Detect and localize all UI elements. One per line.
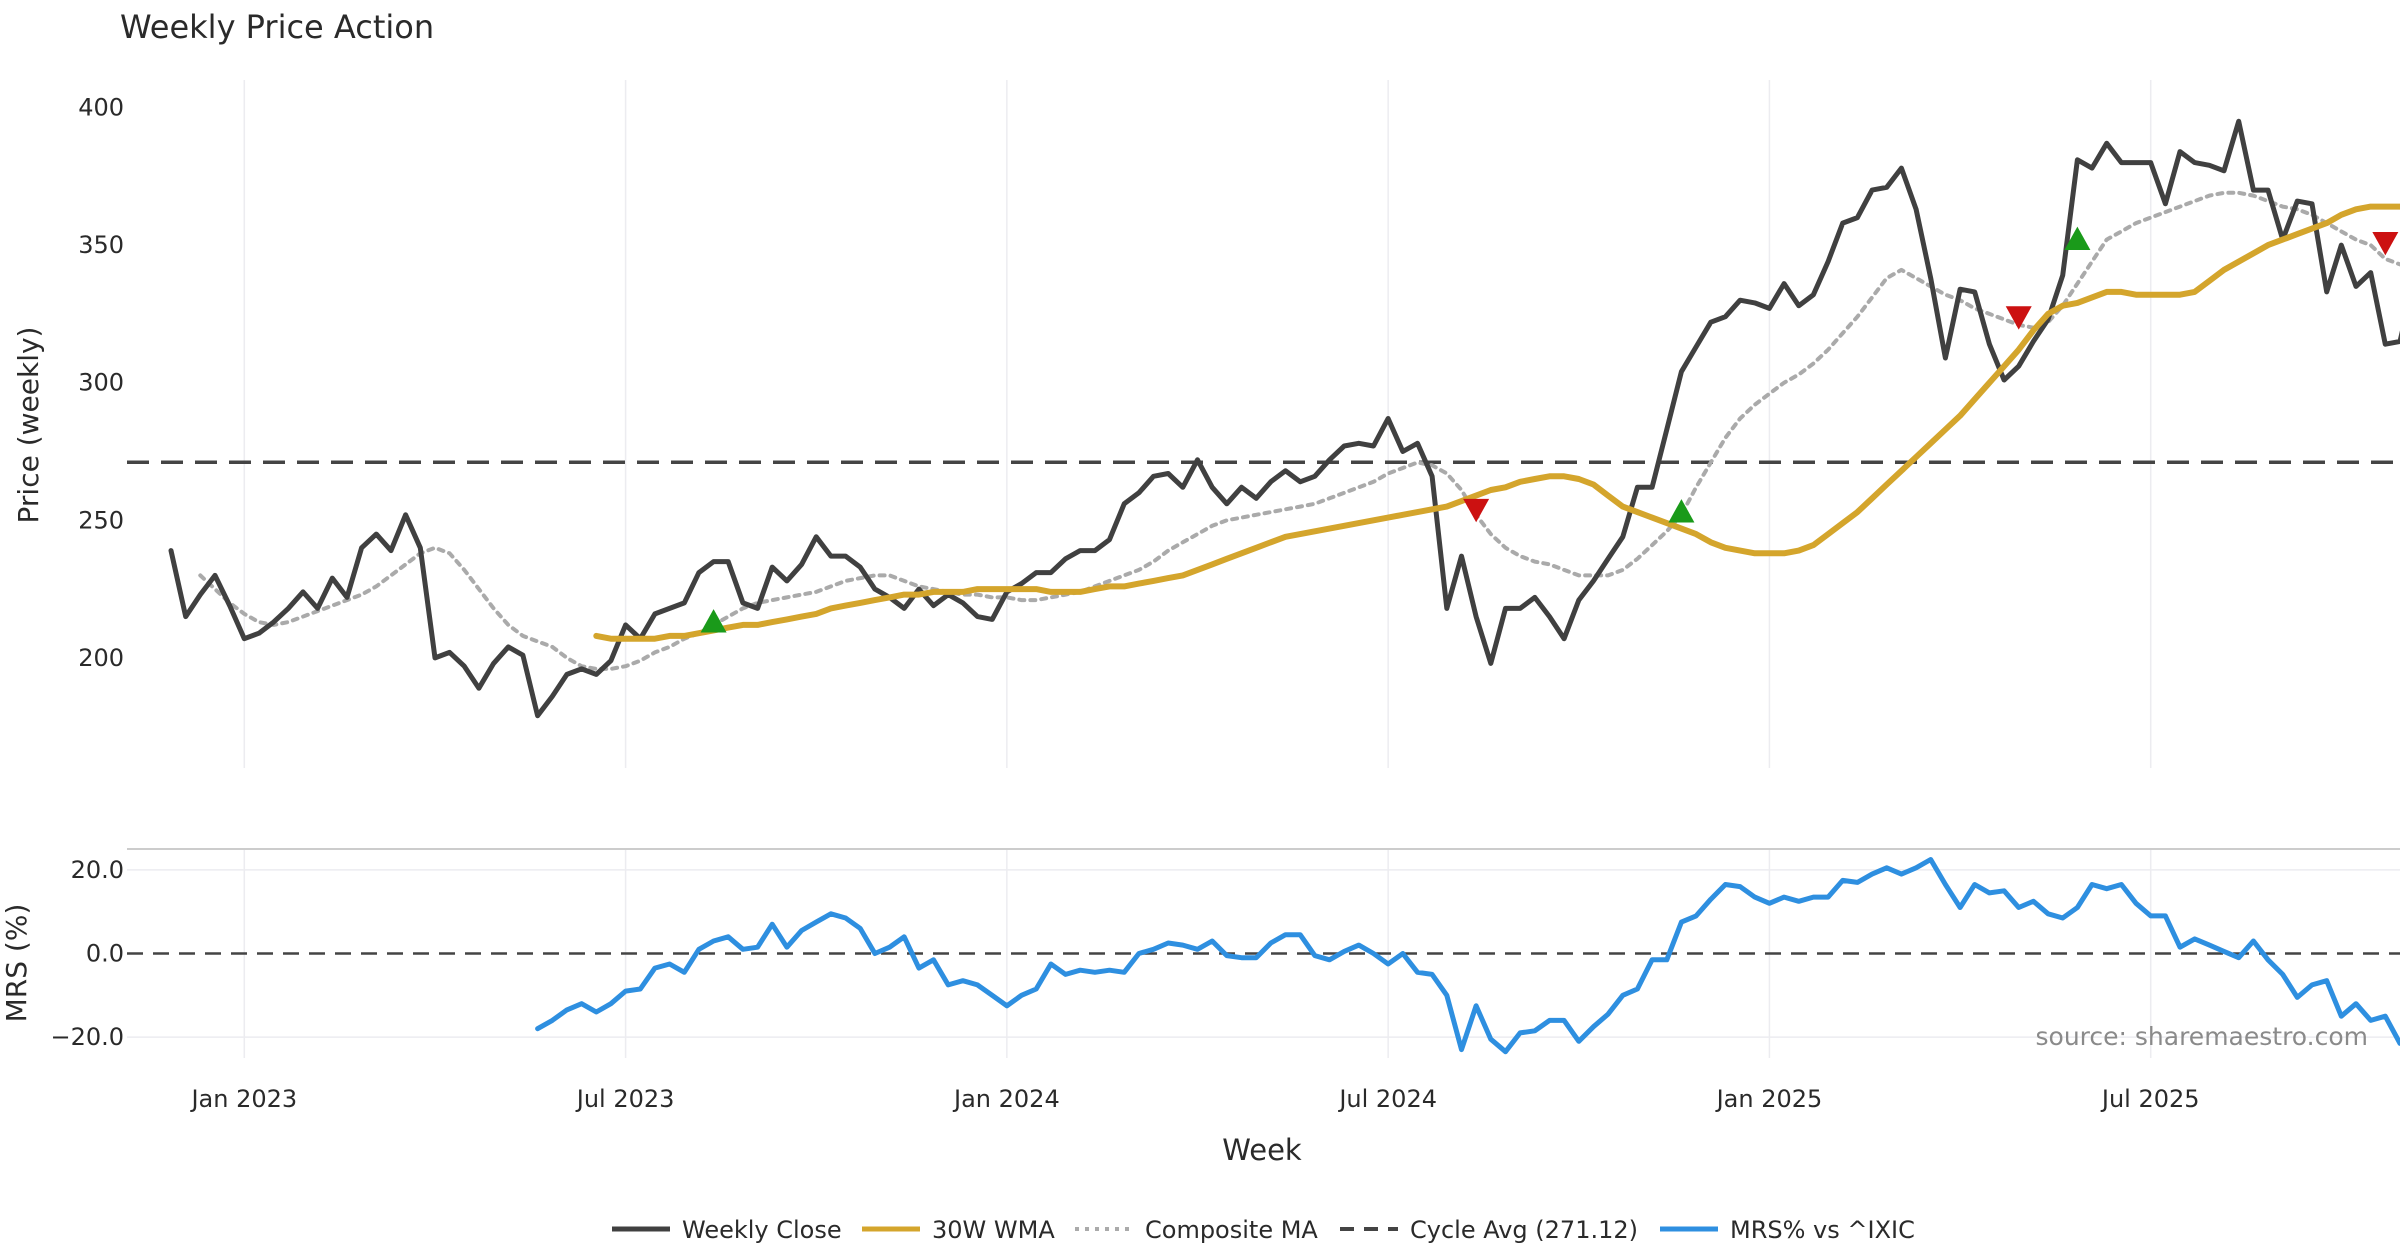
legend-label: MRS% vs ^IXIC xyxy=(1730,1216,1915,1244)
price-y-tick-label: 200 xyxy=(78,644,124,672)
x-tick-label: Jul 2025 xyxy=(2100,1085,2200,1113)
buy-signal-marker xyxy=(1668,499,1695,523)
price-y-tick-label: 350 xyxy=(78,231,124,259)
sell-signal-marker xyxy=(2005,306,2032,330)
x-tick-label: Jul 2023 xyxy=(575,1085,675,1113)
grid-layer xyxy=(127,80,2400,1058)
legend: Weekly Close 30W WMA Composite MA Cycle Avg… xyxy=(612,1216,1915,1244)
series-layer xyxy=(168,118,2400,1055)
legend-label: Composite MA xyxy=(1145,1216,1318,1244)
x-tick-label: Jul 2024 xyxy=(1337,1085,1437,1113)
buy-signal-marker xyxy=(2064,226,2091,251)
chart-title: Weekly Price Action xyxy=(120,8,434,46)
y-axis-label-price: Price (weekly) xyxy=(12,327,45,524)
x-axis-label: Week xyxy=(1222,1133,1302,1167)
weekly-close-line xyxy=(168,118,2400,719)
legend-label: 30W WMA xyxy=(932,1216,1055,1244)
buy-signal-marker xyxy=(700,609,727,633)
mrs-y-tick-label: 20.0 xyxy=(71,856,124,884)
reference-lines xyxy=(127,460,2400,955)
mrs-y-tick-label: −20.0 xyxy=(50,1023,124,1051)
sell-signal-marker xyxy=(1463,498,1490,523)
mrs-y-tick-label: 0.0 xyxy=(86,940,124,968)
price-y-tick-label: 300 xyxy=(78,369,124,397)
y-axis-label-mrs: MRS (%) xyxy=(0,904,33,1023)
price-y-tick-label: 250 xyxy=(78,506,124,534)
price-y-tick-label: 400 xyxy=(78,94,124,122)
mrs-line xyxy=(535,857,2400,1055)
x-tick-label: Jan 2023 xyxy=(189,1085,297,1113)
wma-30w-line xyxy=(593,203,2400,642)
source-label: source: sharemaestro.com xyxy=(2036,1022,2369,1051)
composite-ma-line xyxy=(198,190,2400,671)
x-tick-label: Jan 2025 xyxy=(1715,1085,1823,1113)
legend-label: Cycle Avg (271.12) xyxy=(1410,1216,1638,1244)
x-tick-label: Jan 2024 xyxy=(952,1085,1060,1113)
signal-layer xyxy=(700,226,2399,633)
sell-signal-marker xyxy=(2372,231,2399,256)
legend-label: Weekly Close xyxy=(682,1216,842,1244)
axis-layer: Jan 2023 Jul 2023 Jan 2024 Jul 2024 Jan 2025… xyxy=(50,94,2199,1113)
